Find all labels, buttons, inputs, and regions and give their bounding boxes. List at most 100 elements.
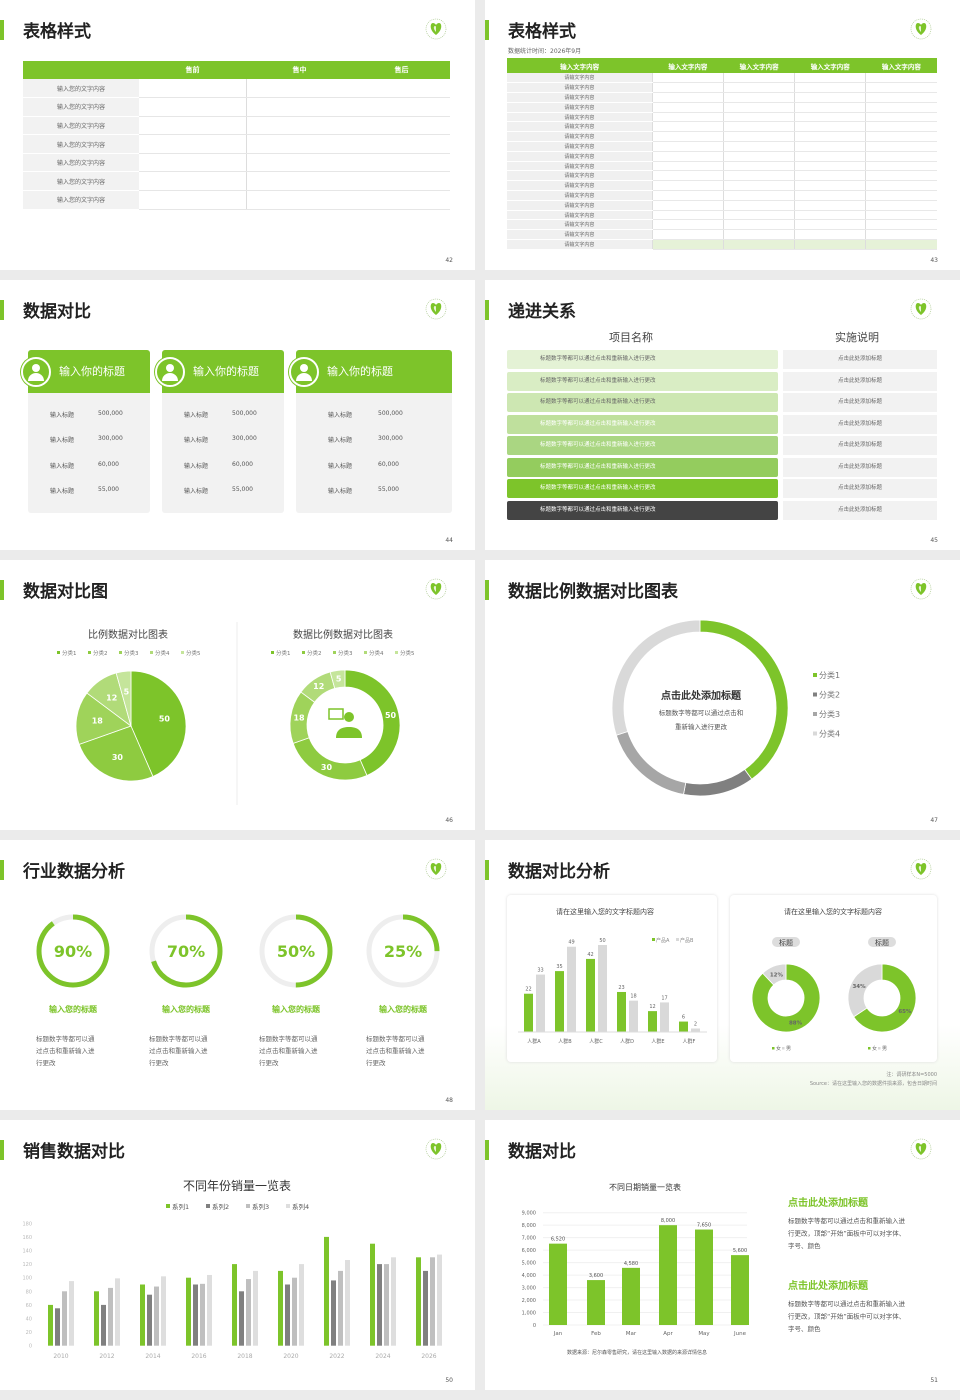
table-cell[interactable] xyxy=(722,219,795,231)
table-cell[interactable] xyxy=(651,121,724,133)
table-cell[interactable] xyxy=(865,219,937,231)
table-cell[interactable] xyxy=(865,200,937,211)
table-cell[interactable] xyxy=(722,92,795,103)
table-cell[interactable] xyxy=(794,112,866,123)
table-cell[interactable] xyxy=(651,239,724,250)
table-cell[interactable] xyxy=(651,229,724,241)
table-cell[interactable] xyxy=(246,190,353,210)
table-cell[interactable] xyxy=(722,121,795,133)
step-description[interactable]: 点击此处添加标题 xyxy=(783,371,937,391)
table-cell[interactable] xyxy=(139,79,247,99)
table-cell[interactable] xyxy=(865,190,937,201)
table-cell[interactable] xyxy=(865,151,937,162)
table-cell[interactable] xyxy=(722,151,795,162)
table-cell[interactable] xyxy=(651,161,724,172)
table-cell[interactable] xyxy=(651,92,724,103)
table-cell[interactable] xyxy=(722,131,795,143)
step-description[interactable]: 点击此处添加标题 xyxy=(783,414,937,434)
table-cell[interactable] xyxy=(722,210,795,221)
table-cell[interactable] xyxy=(651,190,724,201)
step-description[interactable]: 点击此处添加标题 xyxy=(783,393,937,412)
table-cell[interactable] xyxy=(794,82,866,94)
step-description[interactable]: 点击此处添加标题 xyxy=(783,500,937,520)
table-cell[interactable] xyxy=(246,153,353,173)
table-cell[interactable] xyxy=(722,180,795,192)
table-cell[interactable] xyxy=(722,229,795,241)
table-cell[interactable] xyxy=(651,102,724,113)
table-cell[interactable] xyxy=(865,239,937,250)
table-cell[interactable] xyxy=(353,171,450,192)
table-cell[interactable] xyxy=(139,153,247,173)
table-cell[interactable] xyxy=(246,116,353,136)
table-cell[interactable] xyxy=(353,153,450,173)
step-description[interactable]: 点击此处添加标题 xyxy=(783,457,937,477)
table-cell[interactable] xyxy=(794,151,866,162)
table-cell[interactable] xyxy=(865,121,937,133)
table-cell[interactable] xyxy=(865,229,937,241)
step-description[interactable]: 点击此处添加标题 xyxy=(783,479,937,498)
table-cell[interactable] xyxy=(139,134,247,154)
table-cell[interactable] xyxy=(722,73,795,84)
table-cell[interactable] xyxy=(353,116,450,136)
table-cell[interactable] xyxy=(246,79,353,99)
table-cell[interactable] xyxy=(651,170,724,182)
table-cell[interactable] xyxy=(865,170,937,182)
table-cell[interactable] xyxy=(722,190,795,201)
table-cell[interactable] xyxy=(246,97,353,117)
table-cell[interactable] xyxy=(794,200,866,211)
table-cell[interactable] xyxy=(722,102,795,113)
table-cell[interactable] xyxy=(865,141,937,152)
table-cell[interactable] xyxy=(794,239,866,250)
table-cell[interactable] xyxy=(651,112,724,123)
table-cell[interactable] xyxy=(722,141,795,152)
table-cell[interactable] xyxy=(651,131,724,143)
table-cell[interactable] xyxy=(865,210,937,221)
table-cell[interactable] xyxy=(246,171,353,192)
table-cell[interactable] xyxy=(865,161,937,172)
table-cell[interactable] xyxy=(651,180,724,192)
table-cell[interactable] xyxy=(865,180,937,192)
table-cell[interactable] xyxy=(794,131,866,143)
table-cell[interactable] xyxy=(139,190,247,210)
table-cell[interactable] xyxy=(651,151,724,162)
table-cell[interactable] xyxy=(139,116,247,136)
table-cell[interactable] xyxy=(722,82,795,94)
table-cell[interactable] xyxy=(794,180,866,192)
table-cell[interactable] xyxy=(865,92,937,103)
table-cell[interactable] xyxy=(353,190,450,210)
table-cell[interactable] xyxy=(651,219,724,231)
table-cell[interactable] xyxy=(722,239,795,250)
table-cell[interactable] xyxy=(722,161,795,172)
table-cell[interactable] xyxy=(722,200,795,211)
table-cell[interactable] xyxy=(651,200,724,211)
table-cell[interactable] xyxy=(794,161,866,172)
table-cell[interactable] xyxy=(722,112,795,123)
table-cell[interactable] xyxy=(794,73,866,84)
table-cell[interactable] xyxy=(353,79,450,99)
table-cell[interactable] xyxy=(865,131,937,143)
table-cell[interactable] xyxy=(794,121,866,133)
table-cell[interactable] xyxy=(794,170,866,182)
table-cell[interactable] xyxy=(722,170,795,182)
table-cell[interactable] xyxy=(794,210,866,221)
table-cell[interactable] xyxy=(794,190,866,201)
table-cell[interactable] xyxy=(353,134,450,154)
table-cell[interactable] xyxy=(865,102,937,113)
step-description[interactable]: 点击此处添加标题 xyxy=(783,436,937,455)
table-cell[interactable] xyxy=(139,171,247,192)
table-cell[interactable] xyxy=(246,134,353,154)
table-cell[interactable] xyxy=(139,97,247,117)
table-cell[interactable] xyxy=(865,82,937,94)
step-description[interactable]: 点击此处添加标题 xyxy=(783,350,937,369)
table-cell[interactable] xyxy=(865,112,937,123)
table-cell[interactable] xyxy=(794,219,866,231)
table-cell[interactable] xyxy=(651,82,724,94)
table-cell[interactable] xyxy=(651,210,724,221)
table-cell[interactable] xyxy=(651,73,724,84)
table-cell[interactable] xyxy=(794,92,866,103)
table-cell[interactable] xyxy=(794,102,866,113)
table-cell[interactable] xyxy=(794,229,866,241)
table-cell[interactable] xyxy=(865,73,937,84)
table-cell[interactable] xyxy=(353,97,450,117)
table-cell[interactable] xyxy=(651,141,724,152)
